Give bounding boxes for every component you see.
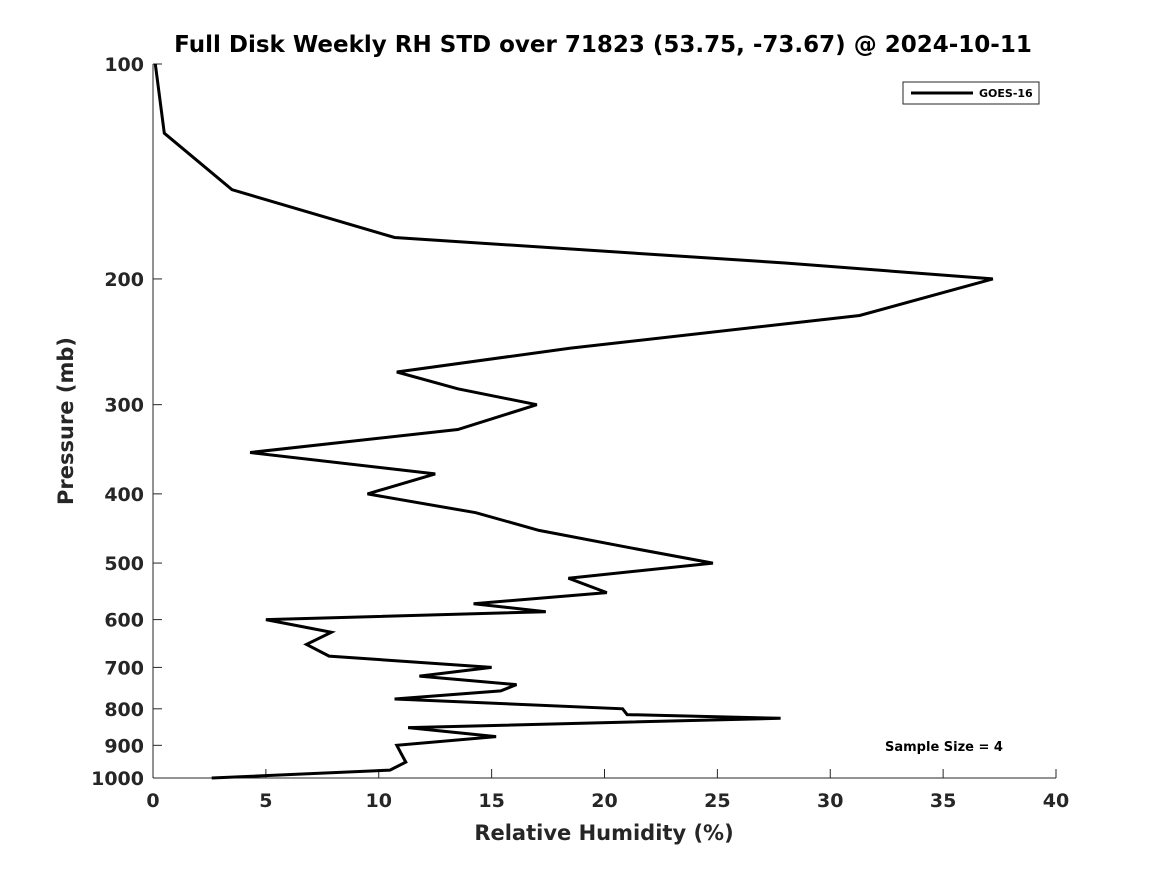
series-line-goes-16 (153, 63, 994, 780)
x-tick-label: 5 (259, 790, 272, 812)
y-tick-label: 700 (104, 657, 144, 679)
y-tick-label: 900 (104, 735, 144, 757)
y-tick-label: 500 (104, 553, 144, 575)
y-tick-label: 1000 (91, 768, 144, 790)
x-axis-label: Relative Humidity (%) (474, 821, 733, 845)
y-axis-ticks: 100 200 300 400 500 600 700 800 900 1000 (91, 54, 162, 790)
x-tick-label: 15 (478, 790, 504, 812)
x-tick-label: 0 (146, 790, 159, 812)
y-axis-label: Pressure (mb) (54, 337, 78, 505)
y-tick-label: 800 (104, 699, 144, 721)
legend-label: GOES-16 (979, 87, 1033, 100)
x-tick-label: 40 (1043, 790, 1069, 812)
plot-area (153, 63, 994, 780)
x-tick-label: 35 (930, 790, 956, 812)
x-tick-label: 30 (817, 790, 843, 812)
x-tick-label: 20 (591, 790, 617, 812)
y-tick-label: 200 (104, 269, 144, 291)
sample-size-annotation: Sample Size = 4 (885, 740, 1003, 755)
y-tick-label: 300 (104, 395, 144, 417)
x-tick-label: 10 (366, 790, 392, 812)
y-tick-label: 400 (104, 484, 144, 506)
x-axis-ticks: 0 5 10 15 20 25 30 35 40 (146, 769, 1069, 812)
chart-title: Full Disk Weekly RH STD over 71823 (53.7… (174, 32, 1032, 58)
x-tick-label: 25 (704, 790, 730, 812)
legend: GOES-16 (902, 81, 1040, 105)
y-tick-label: 600 (104, 610, 144, 632)
y-tick-label: 100 (104, 54, 144, 76)
